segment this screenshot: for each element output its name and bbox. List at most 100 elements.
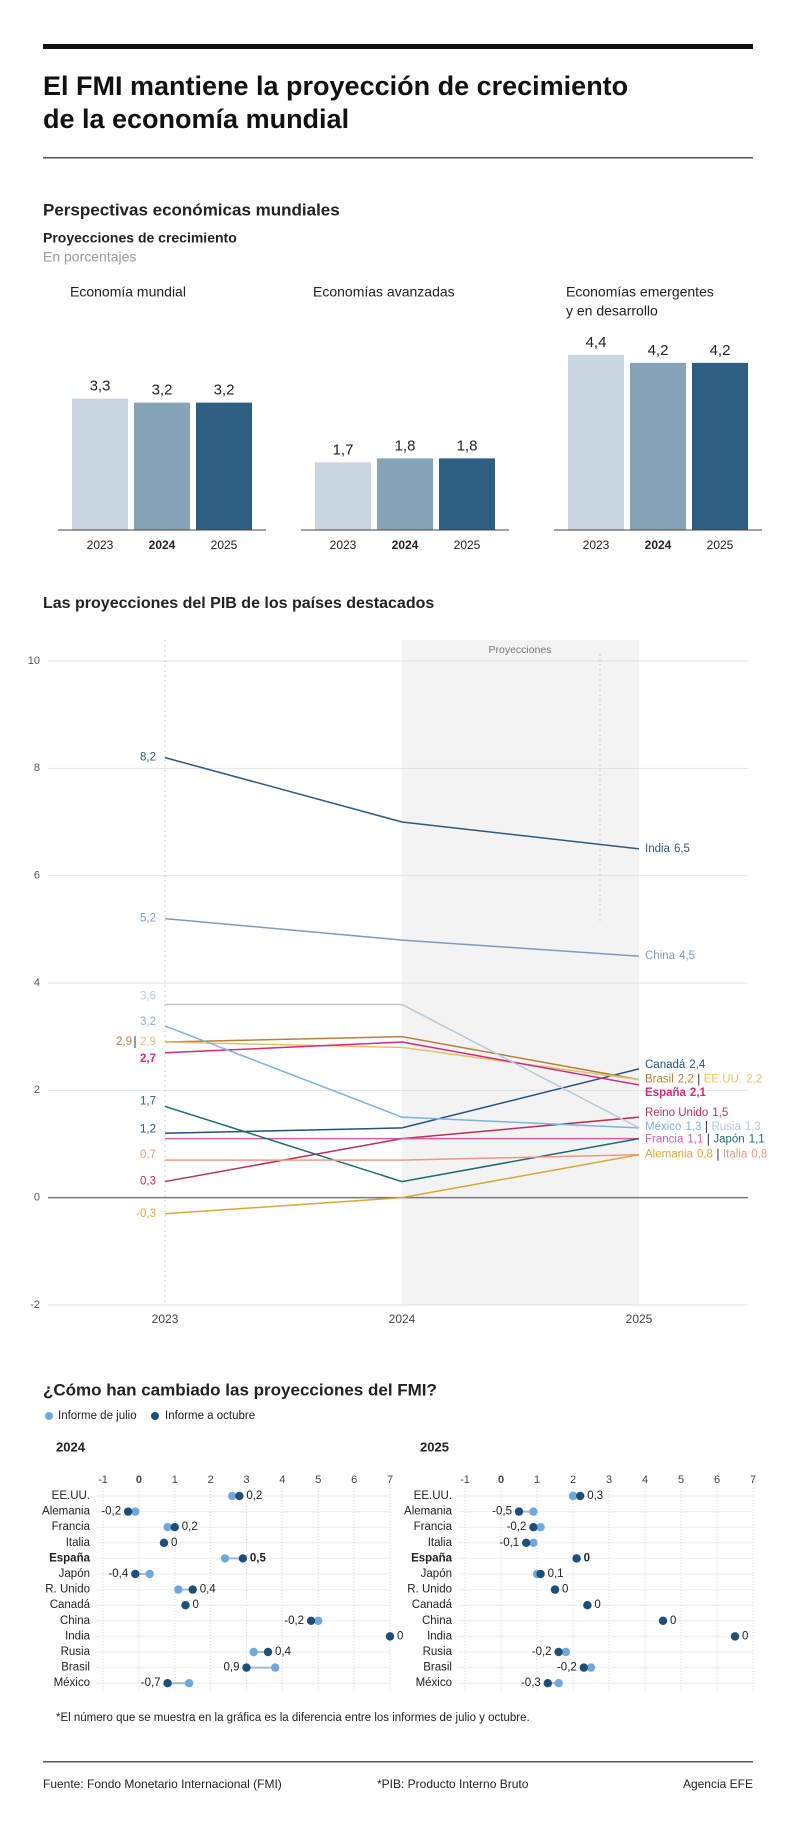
bar [630,362,686,530]
y-tick-label: 0 [34,1192,40,1204]
x-tick-label: -1 [460,1474,470,1486]
panel-title: Economía mundial [70,284,186,300]
difference-label: -0,2 [101,1506,121,1518]
difference-label: 0,4 [200,1584,217,1596]
dot-october [572,1554,581,1563]
difference-label: 0,5 [250,1552,267,1564]
x-tick-label: 2023 [87,538,114,552]
section-subtitle: Proyecciones de crecimiento [43,230,237,246]
title-line: El FMI mantiene la proyección de crecimi… [43,71,628,101]
value-label: 1,8 [457,437,478,454]
difference-label: 0 [594,1599,600,1611]
bar [377,458,433,530]
source: Fuente: Fondo Monetario Internacional (F… [43,1777,282,1791]
value-label: 4,5 [679,950,695,962]
series-line [165,1153,640,1161]
category-label: China [422,1615,453,1627]
series-line [164,1153,640,1215]
dot-october [543,1679,552,1688]
category-label: India [427,1630,453,1642]
category-label: R. Unido [407,1584,452,1596]
dot-october [242,1663,251,1672]
x-tick-label: 7 [387,1474,393,1486]
dot-october [263,1647,273,1657]
end-label: India 6,5 [645,843,690,855]
unit-label: En porcentajes [43,249,136,265]
series-name: Rusia [711,1121,741,1133]
dot-july [145,1569,154,1579]
value-label: 3,2 [152,382,173,399]
bar [315,462,371,530]
category-label: Alemania [42,1506,91,1518]
start-label: 5,2 [140,913,156,925]
top-rule [43,44,753,49]
difference-label: -0,3 [521,1677,541,1689]
legend-label: Informe a octubre [165,1410,255,1422]
category-label: Canadá [50,1599,91,1611]
value-label: 4,4 [586,334,607,351]
panel-title: Economías emergentes [566,284,714,300]
category-label: Brasil [61,1662,90,1674]
y-tick-label: -2 [30,1299,40,1311]
bar [568,354,624,530]
difference-label: 0 [193,1599,199,1611]
panel-title: Economías avanzadas [313,284,455,300]
difference-label: 0 [171,1537,177,1549]
dot-october [238,1554,248,1563]
title-line: de la economía mundial [43,104,349,134]
x-tick-label: 2024 [149,538,176,552]
dot-july [131,1507,140,1516]
value-label: 1,1 [687,1134,703,1146]
projection-shade [402,640,639,1305]
series-name: España [645,1087,687,1099]
end-label: Rusia 1,3 [711,1121,760,1133]
panel-title: 2024 [56,1439,86,1454]
dot-october [579,1663,588,1672]
panel-title: 2025 [420,1439,449,1454]
start-label: 3,6 [140,990,156,1002]
end-label: España 2,1 [645,1087,707,1099]
series-line [164,1105,640,1183]
legend-swatch [45,1412,53,1420]
start-label: 1,2 [140,1123,156,1135]
dot-july [536,1523,545,1532]
value-label: 3,2 [214,382,235,399]
y-tick-label: 8 [34,762,40,774]
category-label: Francia [52,1521,91,1533]
dot-july [220,1554,230,1563]
bar [196,402,252,530]
difference-label: 0,4 [275,1646,292,1658]
dot-october [170,1523,179,1532]
dot-july [163,1523,172,1532]
bar [439,458,495,530]
series-line [164,1035,640,1081]
end-label: EE.UU. 2,2 [704,1074,762,1086]
category-label: Rusia [423,1646,453,1658]
dot-october [522,1538,531,1548]
dot-july [227,1491,237,1501]
y-tick-label: 2 [34,1084,40,1096]
x-tick-label: 2024 [645,538,672,552]
category-label: Brasil [423,1662,452,1674]
difference-label: -0,2 [532,1646,552,1658]
category-label: México [54,1677,90,1689]
y-tick-label: 6 [34,870,40,882]
chart-title: Las proyecciones del PIB de los países d… [43,595,434,612]
value-label: 4,2 [710,342,731,359]
difference-label: 0,9 [224,1662,240,1674]
category-label: Rusia [61,1646,91,1658]
start-label: 0,3 [140,1176,156,1188]
start-label: 0,7 [140,1149,156,1161]
dot-july [586,1663,596,1672]
value-label: 4,2 [648,342,669,359]
section-title: Perspectivas económicas mundiales [43,200,340,219]
end-label: Canadá 2,4 [645,1059,706,1071]
dot-october [181,1601,190,1610]
dot-october [730,1632,740,1641]
category-label: España [49,1552,91,1564]
category-label: R. Unido [45,1584,90,1596]
difference-label: 0 [670,1615,676,1627]
credit: Agencia EFE [683,1777,753,1791]
bar [72,398,128,530]
